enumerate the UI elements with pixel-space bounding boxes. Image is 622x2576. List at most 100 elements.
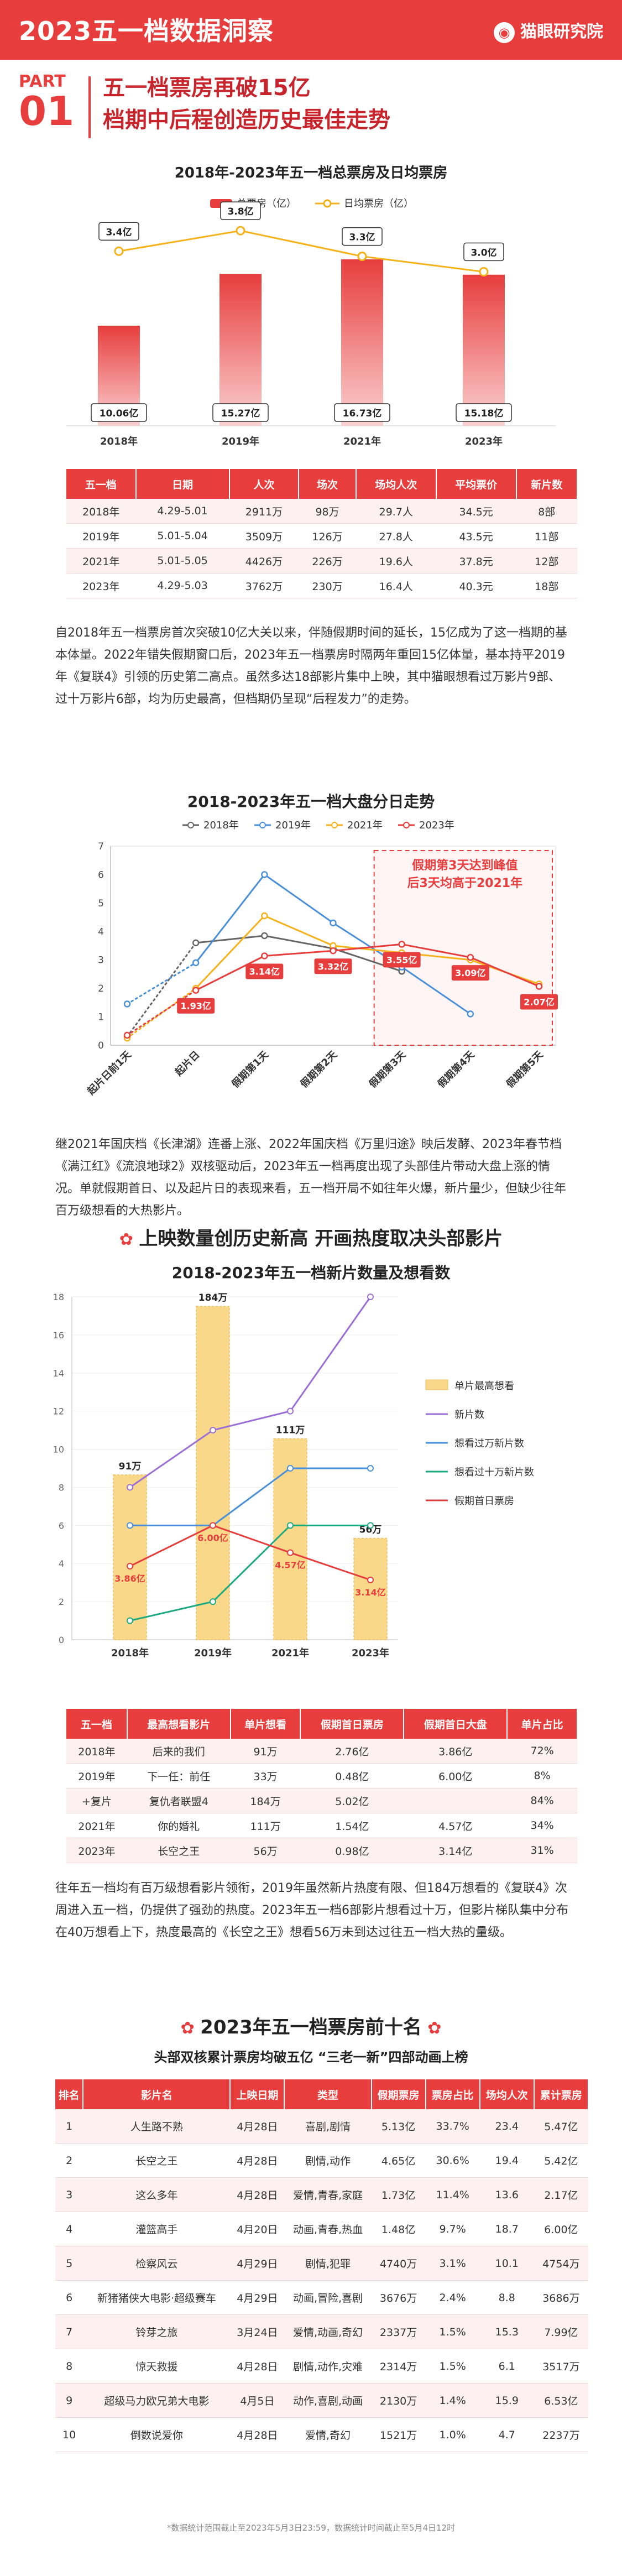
bar-label-box <box>334 403 390 422</box>
series-point <box>287 1407 294 1415</box>
table-cell: 4.57亿 <box>404 1813 508 1838</box>
table-row: 4 灌篮高手 4月20日 动画,青春,热血 1.48亿 9.7% 18.7 6.00亿 <box>55 2212 588 2246</box>
annotation-text: 后3天均高于2021年 <box>407 876 523 890</box>
bar <box>353 1537 388 1640</box>
bar <box>463 274 505 426</box>
line-value-label: 3.86亿 <box>114 1573 145 1584</box>
table-cell: 111万 <box>230 1813 301 1838</box>
table-cell: 2.4% <box>425 2280 480 2315</box>
table-cell: 3月24日 <box>230 2314 285 2349</box>
part-heading-line1: 五一档票房再破15亿 <box>103 75 311 101</box>
table-cell: 56万 <box>230 1838 301 1863</box>
table-cell: 2019年 <box>66 523 136 549</box>
series-point <box>261 912 268 920</box>
x-tick-label: 2019年 <box>222 435 259 447</box>
table-cell: 10 <box>55 2417 83 2452</box>
series-point <box>210 1522 216 1529</box>
column-header: 排名 <box>55 2079 84 2109</box>
bar-value-label: 10.06亿 <box>100 408 139 419</box>
series-point <box>261 952 268 960</box>
legend-marker <box>403 822 410 828</box>
series-line <box>129 1524 370 1622</box>
table-cell: 11.4% <box>425 2177 480 2212</box>
table-row: 2018年 4.29-5.01 2911万 98万 29.7人 34.5元 8部 <box>66 499 577 524</box>
table-row: 6 新猪猪侠大电影·超级赛车 4月29日 动画,冒险,喜剧 3676万 2.4% 8.8 36… <box>55 2280 588 2315</box>
series-point <box>127 1484 133 1491</box>
table-cell: 6.53亿 <box>534 2383 588 2418</box>
y-tick-label: 1 <box>98 1012 104 1023</box>
x-tick-label: 起片日 <box>172 1049 202 1078</box>
table-cell: 5 <box>55 2246 83 2281</box>
paragraph1: 自2018年五一档票房首次突破10亿大关以来，伴随假期时间的延长，15亿成为了这… <box>55 626 567 706</box>
y-tick-label: 2 <box>98 983 104 994</box>
line-label-box <box>463 242 504 262</box>
table-cell: 倒数说爱你 <box>83 2417 231 2452</box>
table-cell: 2337万 <box>371 2314 426 2349</box>
table-cell: 2019年 <box>66 1763 127 1788</box>
data-label-box <box>451 965 489 981</box>
table-row: 2018年 后来的我们 91万 2.76亿 3.86亿 72% <box>66 1739 577 1764</box>
table-cell: 184万 <box>230 1788 301 1813</box>
x-tick-label: 2021年 <box>343 435 381 447</box>
table-cell: 剧情,犯罪 <box>284 2246 372 2281</box>
table-cell: 4740万 <box>371 2246 426 2281</box>
y-tick-label: 14 <box>53 1368 64 1379</box>
series-point <box>192 987 200 994</box>
table-cell: 5.42亿 <box>534 2143 588 2178</box>
part-heading-line2: 档期中后程创造历史最佳走势 <box>103 107 390 133</box>
table-cell: 12部 <box>516 548 577 573</box>
table-cell: 4月28日 <box>230 2143 285 2178</box>
table-cell: 2911万 <box>229 499 299 524</box>
table-cell: 2023年 <box>66 573 136 598</box>
table-cell: 8% <box>507 1763 577 1788</box>
table-cell: 16.4人 <box>356 573 436 598</box>
table-cell: 8部 <box>516 499 577 524</box>
table-cell: 8.8 <box>479 2280 534 2315</box>
column-header: 假期首日大盘 <box>404 1709 508 1739</box>
legend-label: 新片数 <box>454 1409 484 1421</box>
series-point <box>467 953 474 961</box>
series-line-segment <box>263 873 334 924</box>
series-line-segment <box>263 950 334 957</box>
bar-value-label: 184万 <box>198 1292 228 1303</box>
legend-label: 假期首日票房 <box>454 1495 514 1507</box>
line-value-label: 3.4亿 <box>106 226 132 238</box>
table-cell: 27.8人 <box>356 523 436 549</box>
table-cell: 4.29-5.01 <box>135 499 229 524</box>
table-cell: 43.5元 <box>436 523 516 549</box>
data-label: 3.55亿 <box>386 955 417 965</box>
table-cell: 4.29-5.03 <box>135 573 229 598</box>
bar-label-box <box>91 403 147 422</box>
table-cell: 18.7 <box>479 2212 534 2246</box>
series-point <box>192 939 200 947</box>
part-word: PART <box>19 72 66 91</box>
table3-subtitle: 头部双核累计票房均破五亿 “三老一新”四部动画上榜 <box>154 2050 468 2065</box>
column-header: 单片占比 <box>507 1709 578 1739</box>
data-label-box <box>245 963 284 979</box>
legend-label-daily: 日均票房（亿） <box>344 198 414 210</box>
table-row: 2019年 5.01-5.04 3509万 126万 27.8人 43.5元 11部 <box>66 523 577 549</box>
y-tick-label: 4 <box>59 1558 64 1569</box>
legend-label: 2018年 <box>203 820 239 831</box>
series-line-segment <box>195 873 265 964</box>
table-cell: 2023年 <box>66 1838 127 1863</box>
table-cell: 1.54亿 <box>300 1813 404 1838</box>
table-row: 10 倒数说爱你 4月28日 爱情,奇幻 1521万 1.0% 4.7 2237万 <box>55 2417 588 2452</box>
line-label-box <box>98 222 139 241</box>
table-cell: 230万 <box>299 573 356 598</box>
table-cell: 0.48亿 <box>300 1763 404 1788</box>
table-header-row: 五一档 最高想看影片 单片想看 假期首日票房 假期首日大盘 单片占比 <box>66 1709 578 1739</box>
table-cell: 29.7人 <box>356 499 436 524</box>
table-cell: 18部 <box>516 573 577 598</box>
table-row: 2019年 下一任：前任 33万 0.48亿 6.00亿 8% <box>66 1763 577 1788</box>
table-cell: 惊天救援 <box>83 2349 231 2384</box>
series-point <box>287 1549 294 1556</box>
table-cell: 3509万 <box>229 523 299 549</box>
table-cell: 后来的我们 <box>127 1739 231 1764</box>
table-row: 7 铃芽之旅 3月24日 爱情,动画,奇幻 2337万 1.5% 15.3 7.99亿 <box>55 2314 588 2349</box>
y-tick-label: 6 <box>98 869 104 880</box>
table-cell: 长空之王 <box>127 1838 231 1863</box>
daily-point <box>114 246 124 256</box>
table-cell: 5.02亿 <box>300 1788 404 1813</box>
